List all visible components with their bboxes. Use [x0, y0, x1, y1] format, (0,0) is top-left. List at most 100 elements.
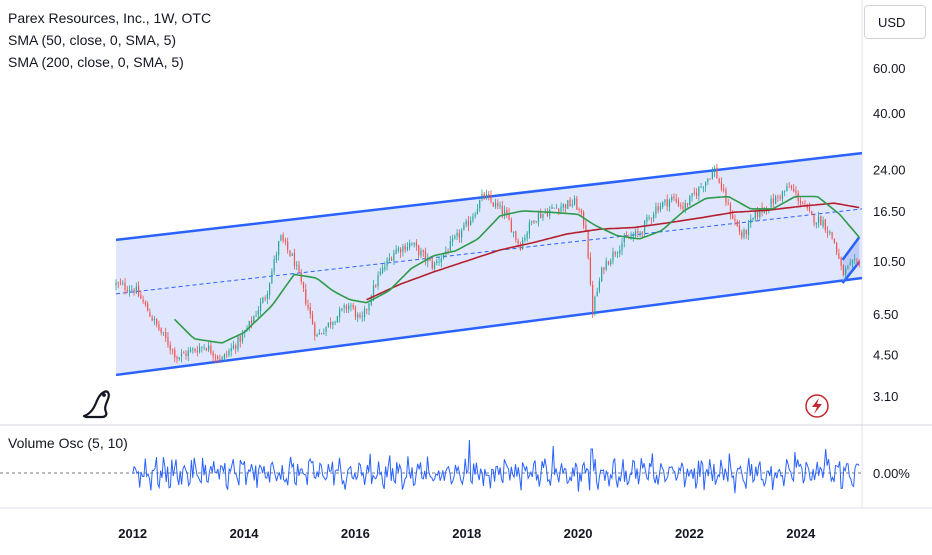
- candle: [564, 203, 567, 213]
- candle: [205, 347, 207, 352]
- candle: [851, 259, 854, 269]
- candle: [217, 354, 219, 364]
- candle: [802, 200, 804, 205]
- candle: [634, 228, 637, 239]
- candle: [381, 264, 384, 275]
- candle-body: [208, 345, 210, 351]
- candle-body: [343, 305, 345, 308]
- candle-body: [750, 219, 752, 224]
- candle: [280, 234, 282, 242]
- candle: [576, 195, 578, 211]
- candle-body: [718, 178, 720, 183]
- candle: [537, 210, 540, 227]
- candle: [467, 215, 470, 232]
- candle-body: [196, 350, 198, 353]
- x-tick-label: 2016: [341, 526, 370, 541]
- volume-osc-legend[interactable]: Volume Osc (5, 10): [8, 435, 128, 451]
- candle: [219, 354, 221, 364]
- candle: [463, 222, 465, 231]
- candle-body: [377, 275, 379, 286]
- candle: [540, 208, 542, 219]
- candle-body: [723, 188, 725, 191]
- candle-body: [639, 232, 641, 234]
- currency-button[interactable]: USD: [864, 5, 926, 39]
- candle: [790, 184, 793, 191]
- candle-body: [192, 348, 194, 350]
- candle-body: [180, 353, 183, 357]
- x-tick-label: 2018: [452, 526, 481, 541]
- candle: [235, 343, 237, 354]
- sma50-line: [173, 195, 860, 344]
- candle: [323, 328, 325, 335]
- candle: [718, 177, 720, 184]
- candle-body: [289, 250, 291, 256]
- candle: [180, 349, 183, 363]
- candle-body: [257, 310, 259, 315]
- candle-body: [657, 206, 659, 211]
- candle: [223, 353, 226, 362]
- candle-body: [612, 251, 614, 262]
- candle: [153, 316, 156, 326]
- candle-body: [287, 241, 289, 250]
- candle: [420, 247, 422, 259]
- candle-body: [729, 204, 732, 216]
- candle-body: [133, 289, 135, 293]
- candle-body: [501, 206, 503, 215]
- candle-body: [467, 220, 470, 226]
- candle: [793, 183, 795, 193]
- candle-body: [747, 222, 750, 235]
- candle-body: [239, 335, 241, 343]
- candle: [648, 214, 650, 221]
- sma50-legend[interactable]: SMA (50, close, 0, SMA, 5): [8, 32, 177, 48]
- candle-body: [709, 178, 711, 180]
- candle: [490, 190, 492, 204]
- candle-body: [562, 203, 564, 208]
- candle: [727, 198, 729, 206]
- lightning-flash-icon[interactable]: [805, 394, 829, 418]
- candle: [499, 201, 501, 210]
- candle-body: [162, 331, 165, 333]
- candle: [732, 210, 734, 220]
- y-tick-label: 3.10: [873, 389, 898, 404]
- candle: [494, 198, 497, 209]
- candle: [257, 306, 259, 319]
- y-tick-label: 4.50: [873, 348, 898, 363]
- candle: [578, 207, 580, 214]
- candle: [519, 241, 521, 251]
- candle: [707, 178, 709, 185]
- candle-body: [564, 204, 567, 209]
- candle: [431, 255, 433, 271]
- candle: [677, 197, 680, 208]
- candle-body: [836, 242, 838, 253]
- candle-body: [458, 233, 460, 238]
- candle-body: [560, 206, 562, 212]
- candle-body: [339, 309, 341, 318]
- candle: [657, 202, 659, 214]
- candle: [562, 203, 564, 212]
- candle-body: [673, 196, 675, 198]
- candle-body: [264, 297, 266, 299]
- candle-body: [601, 268, 603, 282]
- candle: [589, 252, 591, 287]
- candle: [131, 285, 133, 292]
- candle: [442, 253, 445, 260]
- candle: [406, 242, 409, 252]
- candle-body: [682, 206, 684, 209]
- candle-body: [485, 194, 488, 199]
- candle: [650, 217, 652, 225]
- candle: [436, 258, 438, 266]
- sma200-legend[interactable]: SMA (200, close, 0, SMA, 5): [8, 54, 184, 70]
- symbol-title[interactable]: Parex Resources, Inc., 1W, OTC: [8, 10, 212, 26]
- candle: [393, 249, 395, 265]
- candle: [772, 193, 774, 208]
- candle: [339, 306, 341, 323]
- candle: [117, 281, 119, 289]
- candle-body: [659, 206, 662, 210]
- candle: [483, 191, 485, 200]
- logo-outline: [82, 390, 110, 419]
- candle: [309, 302, 311, 319]
- candle-body: [189, 349, 192, 352]
- candle-body: [248, 320, 250, 328]
